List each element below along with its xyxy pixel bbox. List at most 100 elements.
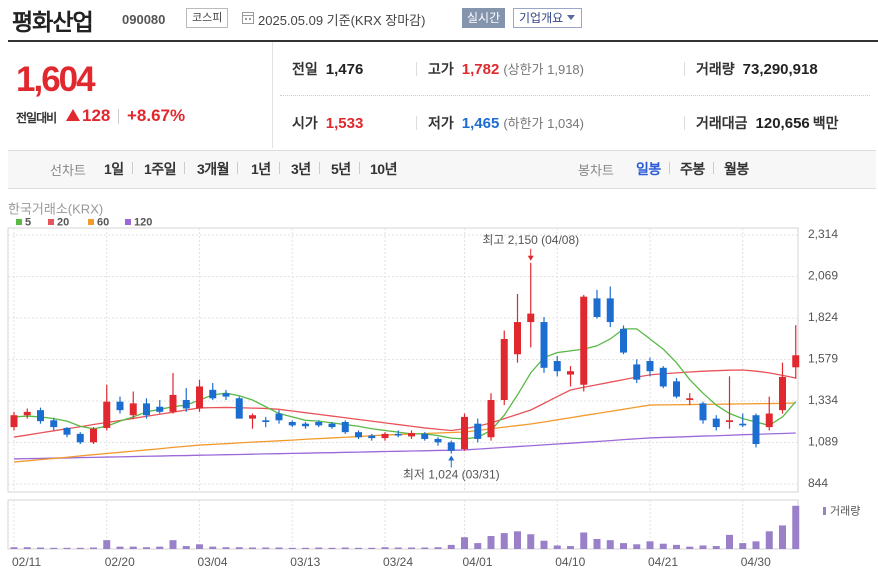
candle-body xyxy=(341,422,349,433)
volume-bar xyxy=(63,547,71,549)
volume-frame xyxy=(7,499,799,550)
volume-bar xyxy=(765,531,773,549)
company-info-dropdown[interactable]: 기업개요 xyxy=(513,8,583,28)
realtime-button[interactable]: 실시간 xyxy=(462,8,506,28)
candle-body xyxy=(116,401,124,411)
y-tick-label: 2,069 xyxy=(808,269,838,283)
period-tab[interactable]: 3년 xyxy=(291,161,320,177)
legend-label: 5 xyxy=(25,216,31,228)
volume-legend-swatch xyxy=(823,507,826,515)
annotation-arrowhead xyxy=(448,455,455,461)
x-tick-label: 04/01 xyxy=(463,555,493,569)
candle-body xyxy=(408,433,415,437)
candle-body xyxy=(487,399,495,438)
annotation-text: 최고 2,150 (04/08) xyxy=(482,233,579,247)
volume-bar xyxy=(143,547,150,549)
volume-bar xyxy=(315,547,323,549)
volume-bar xyxy=(540,540,548,549)
period-tab[interactable]: 10년 xyxy=(370,161,397,177)
volume-bar xyxy=(368,547,376,549)
y-tick-label: 1,824 xyxy=(808,310,838,324)
volume-bar xyxy=(567,546,574,549)
volume-bar xyxy=(288,547,296,549)
candle-body xyxy=(209,389,217,399)
period-tab[interactable]: 3개월 xyxy=(197,161,239,177)
candle-body xyxy=(567,371,574,375)
legend-label: 60 xyxy=(97,216,109,228)
quote-item: 시가 1,533 xyxy=(292,113,363,133)
candle-body xyxy=(779,376,786,411)
volume-bar xyxy=(116,546,124,549)
candle-body xyxy=(739,423,747,426)
candle-body xyxy=(169,394,177,412)
volume-bar xyxy=(514,531,521,549)
y-tick-label: 1,334 xyxy=(808,393,838,407)
legend-label: 20 xyxy=(57,216,69,228)
candle-body xyxy=(474,423,482,439)
x-tick-label: 03/13 xyxy=(290,555,320,569)
candle-body xyxy=(328,423,336,428)
item-value: 73,290,918 xyxy=(742,61,818,78)
moving-average-line xyxy=(13,432,796,460)
tab-group-label: 봉차트 xyxy=(578,163,614,178)
candle-body xyxy=(633,364,641,380)
candle-body xyxy=(726,420,733,423)
volume-bar xyxy=(792,505,800,549)
candle-body xyxy=(752,415,760,445)
candle-body xyxy=(235,398,243,419)
item-note: (상한가 1,918) xyxy=(503,62,584,77)
col-separator xyxy=(416,62,417,76)
period-tab[interactable]: 1주일 xyxy=(144,161,186,177)
item-value: 1,782 xyxy=(461,61,500,78)
volume-bar xyxy=(686,546,694,549)
change-rate: +8.67% xyxy=(127,106,186,125)
period-tab[interactable]: 5년 xyxy=(331,161,360,177)
candle-body xyxy=(143,403,150,416)
volume-bar xyxy=(500,533,508,549)
candle-tab[interactable]: 월봉 xyxy=(724,161,749,177)
item-label: 저가 xyxy=(428,115,454,131)
volume-bar xyxy=(580,532,588,549)
candle-body xyxy=(222,393,230,397)
volume-bar xyxy=(156,546,164,549)
stock-code: 090080 xyxy=(122,12,166,27)
period-tab[interactable]: 1일 xyxy=(104,161,133,177)
volume-bar xyxy=(196,544,203,549)
volume-bar xyxy=(461,537,468,549)
col-separator xyxy=(416,116,417,130)
period-tab[interactable]: 1년 xyxy=(251,161,280,177)
volume-bar xyxy=(447,544,455,549)
volume-bar xyxy=(50,547,58,549)
volume-bar xyxy=(646,541,654,549)
volume-bar xyxy=(129,546,137,549)
y-tick-label: 844 xyxy=(808,476,828,490)
x-tick-label: 03/24 xyxy=(383,555,413,569)
candle-body xyxy=(288,422,296,426)
candle-body xyxy=(593,298,601,317)
candle-body xyxy=(540,322,548,368)
volume-bar xyxy=(23,547,31,549)
candle-body xyxy=(315,422,323,426)
volume-bar xyxy=(209,546,217,549)
volume-bar xyxy=(235,547,243,549)
candle-tab[interactable]: 주봉 xyxy=(680,161,714,177)
legend-swatch xyxy=(88,219,94,225)
item-label: 거래량 xyxy=(696,61,735,77)
volume-bar xyxy=(394,547,402,549)
candle-body xyxy=(103,401,111,428)
annotation-arrowhead xyxy=(527,255,534,261)
candle-body xyxy=(620,328,627,353)
candle-body xyxy=(262,420,270,423)
candle-body xyxy=(606,298,614,323)
volume-bar xyxy=(699,545,707,549)
candle-body xyxy=(129,403,137,416)
candle-body xyxy=(659,367,667,387)
moving-average-line xyxy=(13,402,796,463)
volume-bar xyxy=(620,543,627,549)
candle-tab[interactable]: 일봉 xyxy=(636,161,670,177)
volume-bar xyxy=(633,544,641,549)
candle-body xyxy=(275,413,283,421)
candle-body xyxy=(355,432,362,438)
